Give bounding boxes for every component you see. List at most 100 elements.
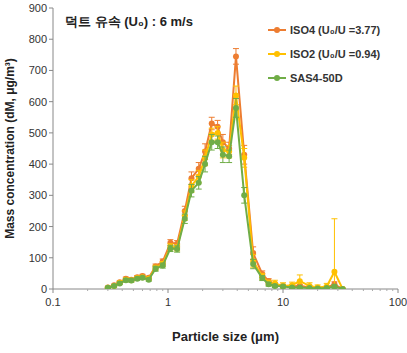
data-point [233,92,239,98]
error-bar [153,266,159,271]
y-tick [49,70,53,71]
x-minor-tick [237,289,238,291]
data-point [146,277,152,283]
data-point [105,284,111,289]
x-tick [283,289,284,293]
data-point [134,275,140,281]
data-point [297,284,303,289]
y-tick [49,39,53,40]
x-minor-tick [248,289,249,291]
x-tick-label: 10 [277,296,289,308]
data-point [250,261,256,267]
data-point [188,188,194,194]
error-bar [280,283,286,289]
data-point [215,139,221,145]
error-bar [174,246,180,252]
y-axis-label: Mass concentration (dM, μg/m³) [3,58,17,239]
data-point [324,285,330,289]
x-tick [168,289,169,293]
x-minor-tick [133,289,134,291]
data-point [117,280,123,286]
data-point [153,266,159,272]
data-point [324,284,330,289]
y-tick-label: 0 [41,283,47,295]
data-point [226,153,232,159]
x-axis-label: Particle size (μm) [172,329,279,344]
y-tick-label: 800 [29,33,47,45]
x-minor-tick [380,289,381,291]
legend-label: ISO4 (U₀/U =3.77) [290,24,381,36]
data-point [215,130,221,136]
x-minor-tick [222,289,223,291]
x-minor-tick [386,289,387,291]
data-point [340,286,346,289]
y-tick [49,195,53,196]
x-minor-tick [271,289,272,291]
data-point [196,180,202,186]
x-minor-tick [317,289,318,291]
data-point [280,284,286,289]
data-point [289,284,295,289]
legend-label: ISO2 (U₀/U =0.94) [290,48,381,60]
y-tick [49,101,53,102]
error-bar [160,263,166,268]
data-point [331,284,337,289]
x-tick [53,289,54,293]
data-point [315,284,321,289]
data-point [241,192,247,198]
data-point [111,283,117,289]
x-minor-tick [352,289,353,291]
x-minor-tick [372,289,373,291]
data-point [307,285,313,289]
data-point [134,276,140,282]
y-tick-label: 900 [29,2,47,14]
data-point [233,53,239,59]
data-point [139,274,145,280]
y-tick [49,132,53,133]
x-minor-tick [363,289,364,291]
data-point [315,285,321,289]
y-tick-label: 300 [29,189,47,201]
x-minor-tick [277,289,278,291]
data-point [160,263,166,269]
data-point [128,277,134,283]
legend: ISO4 (U₀/U =3.77)ISO2 (U₀/U =0.94)SAS4-5… [264,18,403,96]
series-line [108,108,343,289]
x-tick-label: 1 [165,296,171,308]
chart: 01002003004005006007008009000.1110100Par… [0,0,407,353]
error-bar [259,276,265,281]
y-tick-label: 500 [29,127,47,139]
legend-box [264,18,403,96]
data-point [105,285,111,289]
data-point [209,139,215,145]
x-minor-tick [337,289,338,291]
x-minor-tick [257,289,258,291]
data-point [123,277,129,283]
data-point [167,245,173,251]
title: 덕트 유속 (U₀) : 6 m/s [65,14,193,29]
data-point [123,277,129,283]
data-point [117,280,123,286]
data-point [272,283,278,289]
legend-marker [274,51,280,57]
data-point [153,265,159,271]
data-point [174,246,180,252]
x-minor-tick [142,289,143,291]
x-minor-tick [392,289,393,291]
x-tick [398,289,399,293]
data-point [111,283,117,289]
y-tick [49,8,53,9]
data-point [297,278,303,284]
y-tick-label: 200 [29,221,47,233]
data-point [105,285,111,289]
y-tick-label: 100 [29,252,47,264]
x-tick-label: 0.1 [45,296,60,308]
data-point [182,216,188,222]
data-point [128,278,134,284]
x-minor-tick [150,289,151,291]
legend-marker [274,75,280,81]
x-minor-tick [265,289,266,291]
data-point [280,283,286,289]
x-minor-tick [162,289,163,291]
data-point [315,285,321,289]
